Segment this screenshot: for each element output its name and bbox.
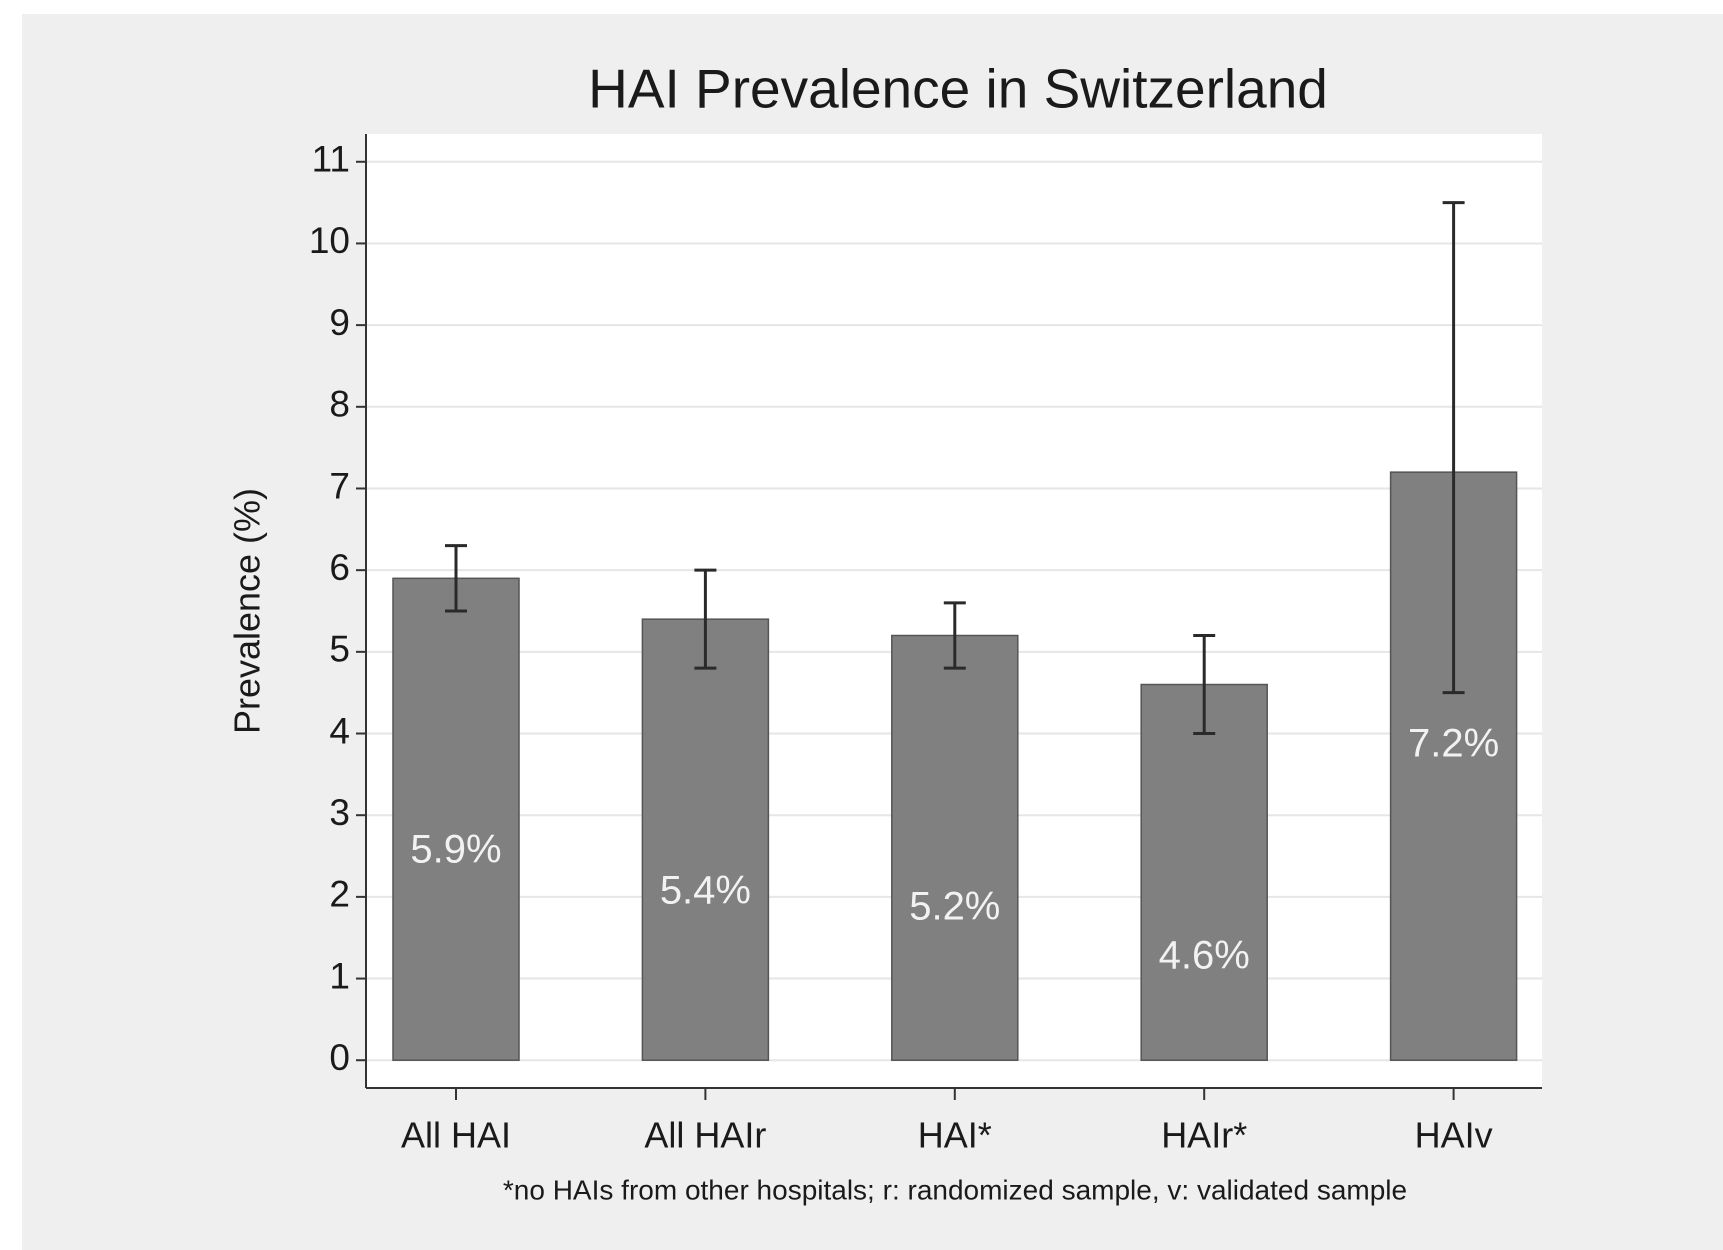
y-tick-label: 0 [329, 1037, 350, 1078]
value-label: 5.9% [410, 828, 501, 872]
y-tick-label: 5 [329, 629, 350, 670]
y-tick-label: 11 [312, 139, 350, 180]
y-tick-label: 10 [309, 220, 350, 261]
y-tick-label: 8 [329, 384, 350, 425]
bar [641, 618, 770, 1061]
y-tick-label: 7 [329, 465, 350, 506]
bar [891, 634, 1019, 1061]
y-tick-label: 6 [329, 547, 350, 588]
x-tick-label: HAI* [918, 1115, 992, 1156]
value-label: 7.2% [1408, 721, 1499, 765]
y-tick-label: 9 [329, 302, 350, 343]
chart-title: HAI Prevalence in Switzerland [588, 58, 1328, 120]
value-label: 4.6% [1159, 934, 1250, 978]
footnote: *no HAIs from other hospitals; r: random… [503, 1174, 1407, 1205]
y-axis-label: Prevalence (%) [227, 488, 268, 734]
x-tick-label: All HAI [401, 1115, 511, 1156]
value-label: 5.2% [909, 885, 1000, 929]
bar [392, 577, 520, 1061]
y-tick-label: 4 [329, 710, 350, 751]
y-tick-label: 1 [329, 955, 350, 996]
bar [1140, 683, 1268, 1061]
x-tick-label: HAIr* [1161, 1115, 1247, 1156]
value-label: 5.4% [660, 868, 751, 912]
x-tick-label: All HAIr [644, 1115, 766, 1156]
y-tick-label: 3 [329, 792, 350, 833]
y-tick-label: 2 [329, 874, 350, 915]
x-tick-label: HAIv [1415, 1115, 1493, 1156]
